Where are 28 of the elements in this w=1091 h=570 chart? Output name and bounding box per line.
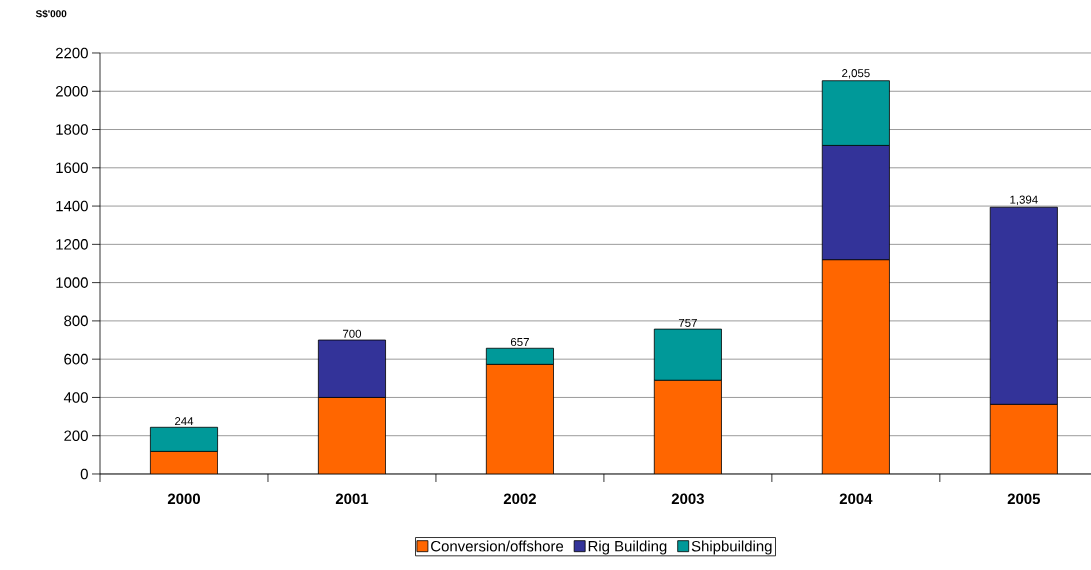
y-tick-label: 1200 [56, 239, 88, 250]
total-label: 657 [510, 337, 529, 347]
y-tick-label: 800 [64, 315, 88, 327]
y-tick-label: 400 [63, 392, 88, 403]
legend-label: Rig Building [588, 540, 667, 555]
y-axis-title: S$'000 [35, 9, 67, 18]
x-tick-label: 2005 [1007, 493, 1041, 505]
x-tick-label: 2000 [167, 493, 200, 505]
total-label: 757 [678, 318, 697, 327]
total-label: 2,055 [842, 69, 870, 79]
legend-label: Conversion/offshore [431, 540, 564, 552]
y-tick-label: 1400 [56, 200, 88, 212]
y-tick-label: 2200 [55, 47, 88, 59]
x-tick-label: 2001 [335, 493, 369, 505]
total-label: 244 [175, 417, 194, 426]
y-tick-label: 1800 [56, 124, 88, 135]
legend-label: Shipbuilding [691, 540, 772, 555]
y-tick-label: 0 [80, 468, 88, 480]
x-tick-label: 2004 [839, 493, 873, 505]
y-tick-label: 2000 [55, 85, 88, 97]
y-tick-label: 600 [64, 353, 88, 365]
total-label: 1,394 [1010, 195, 1038, 206]
y-tick-label: 200 [64, 430, 88, 441]
y-tick-label: 1000 [56, 277, 88, 288]
total-label: 700 [342, 329, 362, 338]
y-tick-label: 1600 [56, 162, 88, 174]
x-tick-label: 2002 [503, 493, 536, 505]
x-tick-label: 2003 [671, 493, 704, 505]
